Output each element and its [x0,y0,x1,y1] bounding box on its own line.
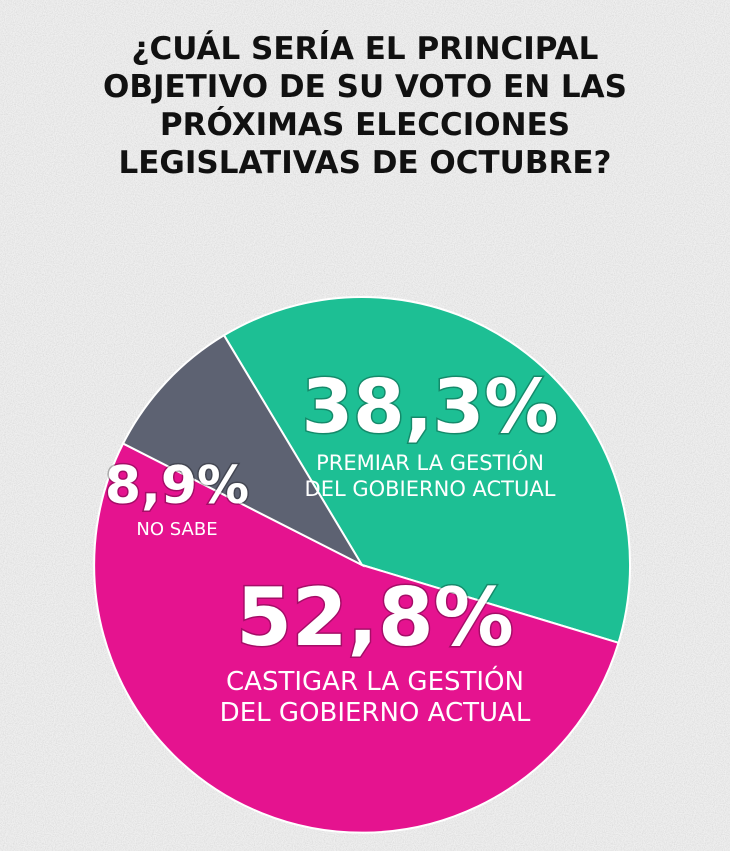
slice-label-no-sabe-line-1: NO SABE [136,519,217,540]
slice-label-premiar-line-1: PREMIAR LA GESTIÓN [316,450,544,475]
value-label-premiar: 38,3% [302,364,559,450]
value-label-no-sabe: 8,9% [105,456,249,516]
value-label-castigar: 52,8% [236,571,514,664]
slice-label-castigar-line-2: DEL GOBIERNO ACTUAL [220,698,531,728]
slice-castigar [93,442,620,834]
slice-label-castigar-line-1: CASTIGAR LA GESTIÓN [226,665,524,697]
slice-premiar [222,296,632,645]
chart-title: ¿CUÁL SERÍA EL PRINCIPAL OBJETIVO DE SU … [102,31,628,181]
slice-no-sabe [121,333,365,568]
slice-label-premiar-line-2: DEL GOBIERNO ACTUAL [305,477,556,501]
